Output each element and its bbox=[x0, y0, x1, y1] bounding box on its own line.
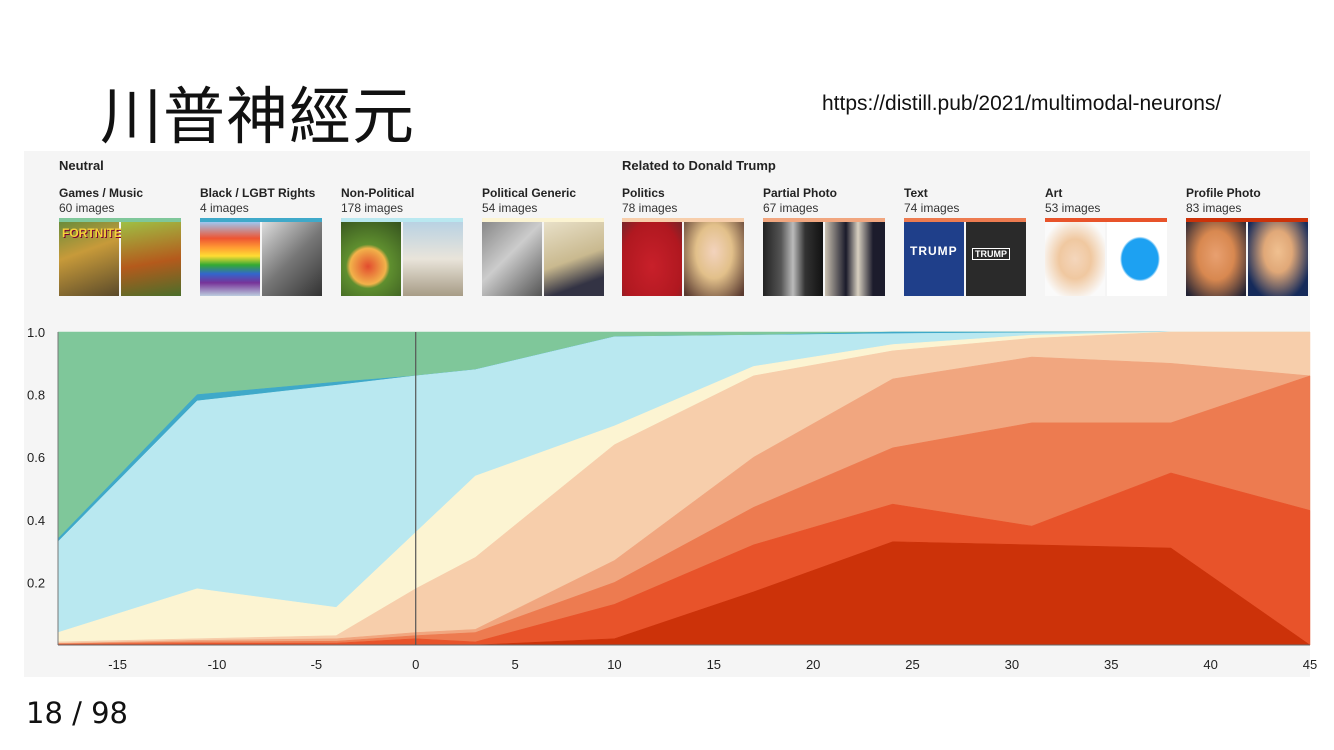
category-thumbnail: TRUMP TRUMP bbox=[904, 218, 1026, 296]
category-count: 4 images bbox=[200, 201, 249, 215]
x-tick-label: 20 bbox=[806, 657, 820, 672]
rainbow-flag-image bbox=[200, 222, 260, 296]
handshake-photo bbox=[825, 222, 885, 296]
profile-photo bbox=[1248, 222, 1308, 296]
fortnite-logo-text: FORTNITE bbox=[62, 226, 122, 240]
game-image: FORTNITE bbox=[59, 222, 122, 296]
category-name: Politics bbox=[622, 186, 665, 200]
category-profile-photo: Profile Photo 83 images bbox=[1186, 186, 1312, 296]
x-tick-label: 0 bbox=[412, 657, 419, 672]
x-tick-label: 25 bbox=[905, 657, 919, 672]
category-thumbnail: FORTNITE bbox=[59, 218, 181, 296]
category-name: Non-Political bbox=[341, 186, 415, 200]
bird-logo-icon bbox=[1107, 222, 1167, 296]
y-tick-label: 0.8 bbox=[27, 388, 45, 403]
category-count: 60 images bbox=[59, 201, 115, 215]
y-tick-label: 1.0 bbox=[27, 325, 45, 340]
category-political-generic: Political Generic 54 images bbox=[482, 186, 608, 296]
category-count: 67 images bbox=[763, 201, 819, 215]
trump-banner-image: TRUMP bbox=[966, 222, 1026, 296]
category-count: 78 images bbox=[622, 201, 678, 215]
category-count: 178 images bbox=[341, 201, 404, 215]
flag-photo bbox=[544, 222, 604, 296]
x-tick-label: -10 bbox=[208, 657, 227, 672]
apple-image bbox=[341, 222, 401, 296]
campaign-sign-image: TRUMP bbox=[904, 222, 964, 296]
category-name: Partial Photo bbox=[763, 186, 838, 200]
category-name: Profile Photo bbox=[1186, 186, 1261, 200]
category-thumbnail bbox=[622, 218, 744, 296]
category-thumbnail bbox=[1045, 218, 1167, 296]
trump-banner-text: TRUMP bbox=[972, 248, 1010, 260]
category-art: Art 53 images bbox=[1045, 186, 1171, 296]
game-image bbox=[121, 222, 181, 296]
slide-title: 川普神經元 bbox=[100, 80, 416, 153]
category-partial-photo: Partial Photo 67 images bbox=[763, 186, 889, 296]
profile-photo bbox=[1186, 222, 1246, 296]
category-name: Black / LGBT Rights bbox=[200, 186, 316, 200]
portrait-photo bbox=[684, 222, 744, 296]
x-tick-label: 15 bbox=[707, 657, 721, 672]
caricature-art bbox=[1045, 222, 1105, 296]
category-count: 54 images bbox=[482, 201, 538, 215]
category-games-music: Games / Music 60 images FORTNITE bbox=[59, 186, 185, 296]
category-thumbnail bbox=[763, 218, 885, 296]
category-thumbnail bbox=[341, 218, 463, 296]
category-name: Games / Music bbox=[59, 186, 144, 200]
civil-rights-photo bbox=[262, 222, 322, 296]
page-number: 18 / 98 bbox=[26, 696, 129, 730]
source-url[interactable]: https://distill.pub/2021/multimodal-neur… bbox=[822, 92, 1222, 115]
category-name: Art bbox=[1045, 186, 1063, 200]
llama-image bbox=[403, 222, 463, 296]
x-tick-label: 45 bbox=[1303, 657, 1317, 672]
category-count: 74 images bbox=[904, 201, 960, 215]
category-name: Political Generic bbox=[482, 186, 577, 200]
x-tick-label: -15 bbox=[108, 657, 127, 672]
category-politics: Politics 78 images bbox=[622, 186, 748, 296]
y-tick-label: 0.4 bbox=[27, 513, 45, 528]
x-tick-label: 40 bbox=[1203, 657, 1217, 672]
x-tick-label: 5 bbox=[511, 657, 518, 672]
category-non-political: Non-Political 178 images bbox=[341, 186, 467, 296]
category-name: Text bbox=[904, 186, 928, 200]
x-tick-label: 35 bbox=[1104, 657, 1118, 672]
y-tick-label: 0.2 bbox=[27, 575, 45, 590]
red-hat-image bbox=[622, 222, 682, 296]
category-thumbnail bbox=[1186, 218, 1308, 296]
category-text: Text 74 images TRUMP TRUMP bbox=[904, 186, 1030, 296]
trump-sign-text: TRUMP bbox=[910, 244, 958, 258]
category-black-lgbt-rights: Black / LGBT Rights 4 images bbox=[200, 186, 326, 296]
y-tick-label: 0.6 bbox=[27, 450, 45, 465]
category-count: 83 images bbox=[1186, 201, 1242, 215]
x-tick-label: -5 bbox=[311, 657, 323, 672]
category-thumbnail bbox=[200, 218, 322, 296]
group-label-trump: Related to Donald Trump bbox=[622, 158, 776, 173]
group-photo bbox=[763, 222, 823, 296]
x-tick-label: 30 bbox=[1005, 657, 1019, 672]
category-count: 53 images bbox=[1045, 201, 1101, 215]
group-label-neutral: Neutral bbox=[59, 158, 104, 173]
protest-photo bbox=[482, 222, 542, 296]
category-thumbnail bbox=[482, 218, 604, 296]
x-tick-label: 10 bbox=[607, 657, 621, 672]
